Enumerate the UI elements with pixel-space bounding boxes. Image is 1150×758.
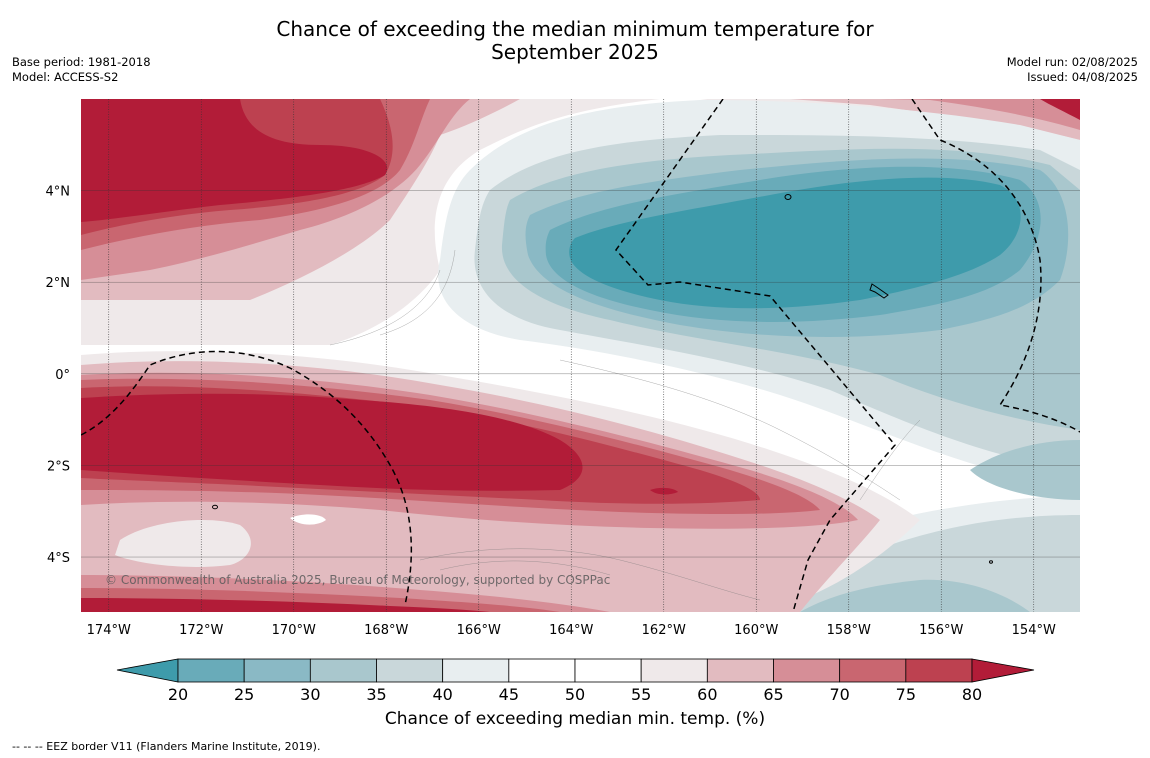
- colorbar-tick-label: 50: [565, 685, 585, 704]
- longitude-tick-label: 154°W: [1012, 623, 1056, 638]
- longitude-tick-label: 156°W: [919, 623, 963, 638]
- colorbar-tick-label: 40: [432, 685, 452, 704]
- cool-contour-low-30: [800, 579, 1030, 612]
- title-line-1: Chance of exceeding the median minimum t…: [276, 17, 874, 41]
- island: [989, 560, 993, 564]
- longitude-labels: 174°W 172°W 170°W 168°W 166°W 164°W 162°W 160°W…: [87, 623, 1056, 638]
- warm-contour-bottom-80: [81, 393, 583, 491]
- longitude-tick-label: 168°W: [364, 623, 408, 638]
- colorbar-bin: [706, 658, 774, 683]
- island: [784, 194, 792, 200]
- latitude-tick-label: 2°S: [47, 459, 70, 474]
- eez-border-east: [911, 99, 1080, 433]
- title-line-2: September 2025: [491, 40, 659, 64]
- copyright-watermark: © Commonwealth of Australia 2025, Bureau…: [105, 573, 611, 587]
- colorbar-bins: [177, 658, 973, 683]
- map-title: Chance of exceeding the median minimum t…: [0, 18, 1150, 64]
- cool-contour-low-35: [750, 515, 1080, 612]
- colorbar-bin: [376, 658, 444, 683]
- warm-pocket-lower-left: [115, 520, 251, 567]
- eez-border-kiribati-line: [615, 99, 896, 612]
- colorbar-high-extend: [971, 658, 1035, 683]
- longitude-tick-label: 170°W: [272, 623, 316, 638]
- colorbar-bin: [309, 658, 377, 683]
- colorbar-tick-label: 80: [962, 685, 982, 704]
- meta-right: Model run: 02/08/2025 Issued: 04/08/2025: [1007, 55, 1138, 85]
- latitude-tick-label: 2°N: [46, 276, 71, 291]
- colorbar-bin: [243, 658, 311, 683]
- warm-contour-topright-70: [880, 99, 1080, 130]
- colorbar-tick-label: 20: [168, 685, 188, 704]
- grid-lines: [81, 99, 1080, 612]
- colorbar-tick-label: 30: [300, 685, 320, 704]
- latitude-labels: 4°N 2°N 0° 2°S 4°S: [46, 185, 71, 566]
- colorbar-bin: [442, 658, 510, 683]
- colorbar-bin: [574, 658, 642, 683]
- colorbar-tick-label: 70: [829, 685, 849, 704]
- cool-contour-below-20: [569, 177, 1021, 309]
- eez-borders: [81, 99, 1080, 612]
- colorbar-title: Chance of exceeding median min. temp. (%…: [384, 709, 766, 729]
- island: [212, 504, 218, 510]
- colorbar-bin: [177, 658, 245, 683]
- colorbar-bin: [640, 658, 708, 683]
- issued-date: Issued: 04/08/2025: [1027, 70, 1138, 84]
- colorbar-tick-label: 65: [763, 685, 783, 704]
- warm-contour-bottom-edge-80: [81, 598, 490, 612]
- eez-border-west: [81, 350, 413, 606]
- longitude-tick-label: 166°W: [457, 623, 501, 638]
- longitude-tick-label: 158°W: [827, 623, 871, 638]
- colorbar-low-extend: [116, 658, 179, 683]
- colorbar-bin: [508, 658, 576, 683]
- cool-contour-mid-30: [970, 440, 1080, 500]
- longitude-tick-label: 162°W: [642, 623, 686, 638]
- colorbar-bin: [773, 658, 841, 683]
- colorbar-tick-label: 55: [631, 685, 651, 704]
- colorbar-tick-label: 60: [697, 685, 717, 704]
- colorbar-bin: [905, 658, 973, 683]
- warm-contour-top-80: [81, 99, 388, 222]
- colorbar-tick-label: 45: [499, 685, 519, 704]
- colorbar-tick-label: 35: [366, 685, 386, 704]
- longitude-tick-label: 174°W: [87, 623, 131, 638]
- island: [869, 283, 889, 299]
- meta-left: Base period: 1981-2018 Model: ACCESS-S2: [12, 55, 151, 85]
- latitude-tick-label: 0°: [55, 368, 70, 383]
- longitude-tick-label: 164°W: [549, 623, 593, 638]
- warm-contour-topright-80: [1040, 99, 1080, 120]
- longitude-tick-label: 160°W: [734, 623, 778, 638]
- thin-contour-lines: [329, 249, 921, 601]
- colorbar-tick-label: 75: [896, 685, 916, 704]
- colorbar: 20 25 30 35 40 45 50 55 60 65 70 75 80: [116, 658, 1035, 704]
- white-pocket-lower-left: [290, 514, 326, 525]
- base-period: Base period: 1981-2018: [12, 55, 151, 69]
- latitude-tick-label: 4°N: [46, 185, 71, 200]
- model-name: Model: ACCESS-S2: [12, 70, 119, 84]
- latitude-tick-label: 4°S: [47, 551, 70, 566]
- colorbar-tick-label: 25: [234, 685, 254, 704]
- warm-core-dot: [650, 487, 678, 495]
- islands: [212, 194, 993, 564]
- eez-legend-footer: -- -- -- EEZ border V11 (Flanders Marine…: [12, 740, 321, 753]
- longitude-tick-label: 172°W: [179, 623, 223, 638]
- colorbar-bin: [839, 658, 907, 683]
- model-run: Model run: 02/08/2025: [1006, 55, 1138, 69]
- colorbar-tick-labels: 20 25 30 35 40 45 50 55 60 65 70 75 80: [168, 685, 982, 704]
- map-area: [81, 99, 1080, 612]
